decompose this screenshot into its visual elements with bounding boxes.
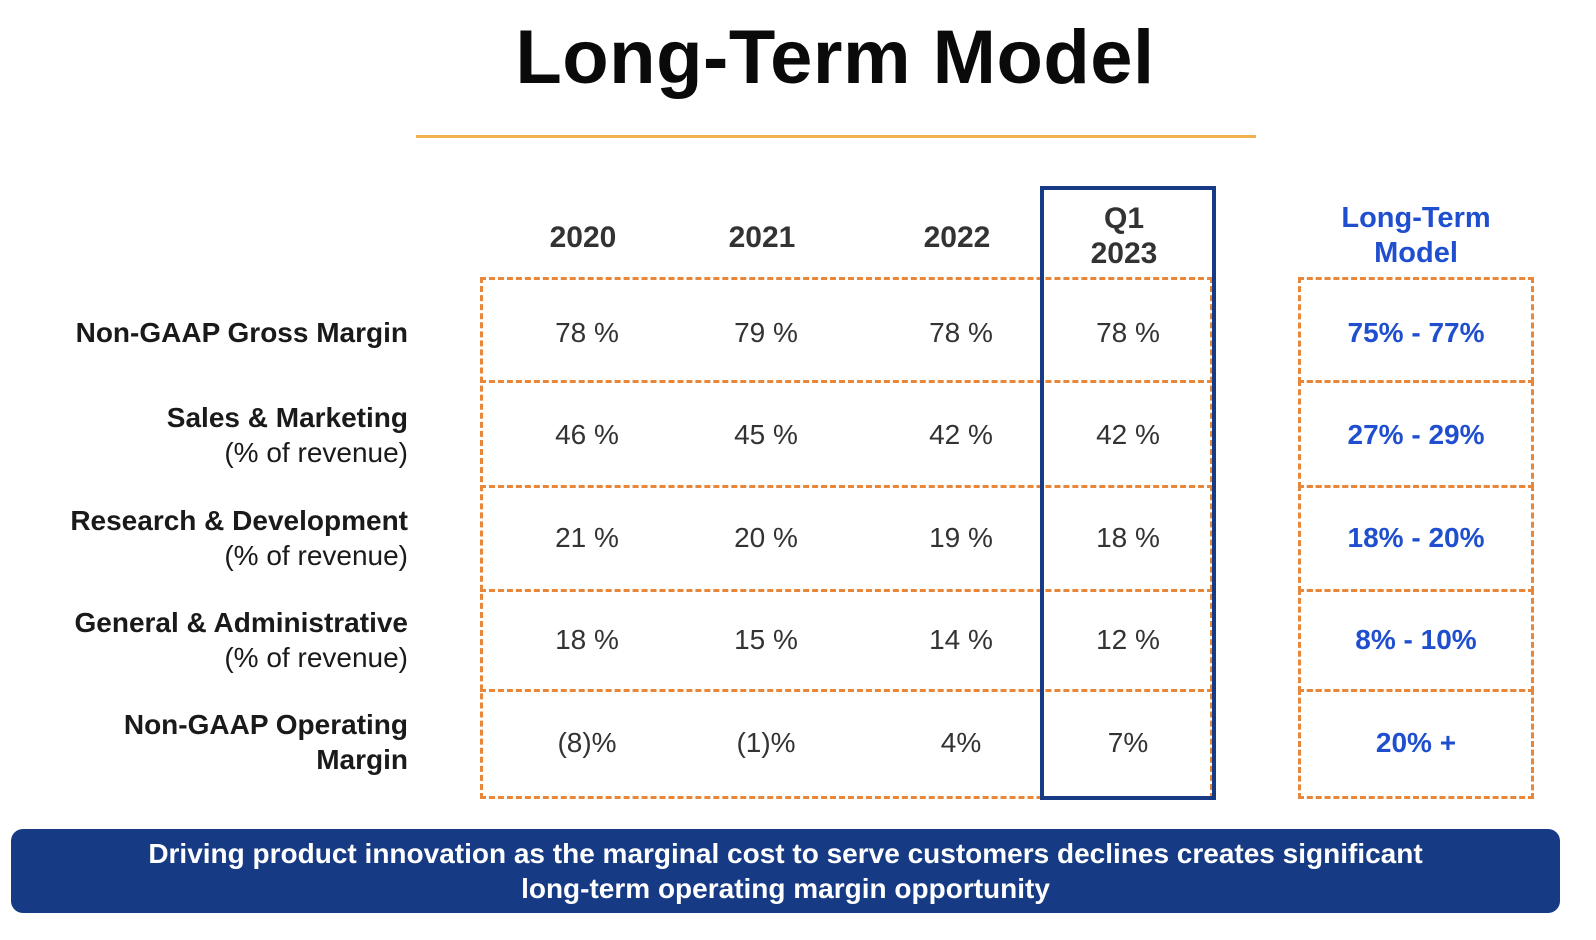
cell-sales-marketing-2020: 46 % — [555, 419, 619, 450]
column-header-2021: 2021 — [728, 221, 796, 254]
row-label-main: Non-GAAP Gross Margin — [75, 317, 408, 348]
cell-gross-margin-q1-2023: 78 % — [1096, 317, 1160, 348]
cell-research-development-2020: 21 % — [555, 522, 619, 553]
cell-operating-margin-q1-2023: 7% — [1107, 727, 1149, 758]
cell-sales-marketing-2021: 45 % — [734, 419, 798, 450]
row-label-operating-margin: Non-GAAP Operating Margin — [0, 707, 408, 777]
row-label-main: Non-GAAP Operating — [123, 709, 408, 740]
historical-table-border — [480, 277, 1213, 799]
cell-general-administrative-2021: 15 % — [734, 624, 798, 655]
cell-gross-margin-2021: 79 % — [734, 317, 798, 348]
row-label-gross-margin: Non-GAAP Gross Margin — [0, 315, 408, 350]
cell-sales-marketing-2022: 42 % — [929, 419, 993, 450]
cell-operating-margin-2021: (1)% — [736, 727, 796, 758]
column-header-2023: 2023 — [1090, 237, 1158, 270]
row-label-main: Sales & Marketing — [166, 402, 408, 433]
column-header-long-term: Long-Term — [1341, 202, 1491, 234]
row-divider — [480, 380, 1213, 383]
cell-operating-margin-2020: (8)% — [557, 727, 617, 758]
column-header-2022: 2022 — [923, 221, 991, 254]
long-term-cell-border — [1298, 689, 1534, 799]
row-label-main-cont: Margin — [316, 744, 408, 775]
column-header-q1-2023: Q1 2023 — [1044, 201, 1204, 271]
cell-operating-margin-2022: 4% — [940, 727, 982, 758]
row-label-research-development: Research & Development (% of revenue) — [0, 503, 408, 573]
row-label-main: General & Administrative — [74, 607, 408, 638]
cell-gross-margin-2020: 78 % — [555, 317, 619, 348]
cell-research-development-2021: 20 % — [734, 522, 798, 553]
cell-general-administrative-2020: 18 % — [555, 624, 619, 655]
cell-gross-margin-long-term: 75% - 77% — [1347, 317, 1485, 348]
summary-banner: Driving product innovation as the margin… — [11, 829, 1560, 913]
cell-operating-margin-long-term: 20% + — [1375, 727, 1457, 758]
row-divider — [480, 689, 1213, 692]
banner-line-2: long-term operating margin opportunity — [521, 873, 1050, 904]
row-label-main: Research & Development — [70, 505, 408, 536]
cell-gross-margin-2022: 78 % — [929, 317, 993, 348]
row-divider — [480, 485, 1213, 488]
row-label-general-administrative: General & Administrative (% of revenue) — [0, 605, 408, 675]
title-underline — [416, 135, 1256, 138]
row-divider — [480, 589, 1213, 592]
page-title: Long-Term Model — [515, 15, 1155, 100]
column-header-2020: 2020 — [549, 221, 617, 254]
row-label-sub: (% of revenue) — [224, 540, 408, 571]
q1-2023-highlight-box — [1040, 186, 1216, 800]
cell-sales-marketing-long-term: 27% - 29% — [1347, 419, 1485, 450]
row-label-sub: (% of revenue) — [224, 642, 408, 673]
cell-general-administrative-q1-2023: 12 % — [1096, 624, 1160, 655]
row-label-sales-marketing: Sales & Marketing (% of revenue) — [0, 400, 408, 470]
column-header-long-term-model: Long-Term Model — [1298, 201, 1534, 271]
cell-sales-marketing-q1-2023: 42 % — [1096, 419, 1160, 450]
banner-line-1: Driving product innovation as the margin… — [148, 838, 1423, 869]
cell-research-development-long-term: 18% - 20% — [1347, 522, 1485, 553]
column-header-q1: Q1 — [1103, 202, 1145, 235]
column-header-model: Model — [1374, 237, 1458, 269]
cell-research-development-2022: 19 % — [929, 522, 993, 553]
cell-research-development-q1-2023: 18 % — [1096, 522, 1160, 553]
cell-general-administrative-long-term: 8% - 10% — [1355, 624, 1477, 655]
row-label-sub: (% of revenue) — [224, 437, 408, 468]
cell-general-administrative-2022: 14 % — [929, 624, 993, 655]
